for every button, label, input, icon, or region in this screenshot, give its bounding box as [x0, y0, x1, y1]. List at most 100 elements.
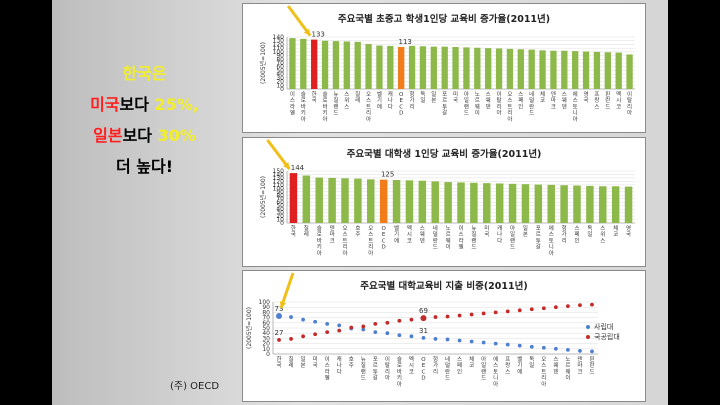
- share-point-public: [349, 325, 354, 330]
- headline-30pct: 30%: [157, 126, 196, 145]
- share-point-public: [445, 314, 450, 319]
- k12-bar: [321, 40, 329, 89]
- share-point-public: [397, 318, 402, 323]
- k12-ytick-label: 0: [280, 86, 284, 93]
- share-point-private: [541, 345, 546, 350]
- univ-bar: [483, 183, 491, 223]
- univ-ytick-label: 30: [276, 210, 284, 217]
- share-point-public: [457, 313, 462, 318]
- share-point-private: [578, 348, 582, 353]
- share-point-private: [481, 340, 486, 345]
- univ-data-label: 125: [381, 171, 394, 179]
- share-ytick-label: 70: [262, 315, 270, 322]
- share-point-private: [445, 337, 450, 342]
- k12-ytick-label: 70: [276, 60, 284, 67]
- univ-ytick-label: 20: [276, 213, 284, 220]
- univ-arrow-icon: [266, 139, 291, 170]
- univ-bar: [367, 179, 375, 223]
- univ-bar: [624, 186, 633, 223]
- univ-bar: [521, 184, 530, 223]
- univ-bar: [457, 182, 465, 223]
- univ-ytick-label: 0: [280, 220, 284, 227]
- k12-bar: [354, 41, 361, 89]
- share-data-label: 27: [275, 329, 284, 337]
- k12-bar: [517, 49, 524, 89]
- k12-bar: [398, 47, 405, 89]
- univ-ytick-label: 140: [273, 171, 285, 178]
- share-point-highlight: [420, 315, 427, 322]
- share-ytick-label: 60: [262, 320, 270, 327]
- headline-compare-2: 보다: [122, 126, 158, 145]
- k12-bar: [528, 49, 535, 89]
- k12-ytick-label: 40: [276, 71, 284, 78]
- univ-bar: [560, 185, 568, 223]
- share-point-public: [373, 321, 378, 326]
- share-point-public: [517, 308, 522, 313]
- share-point-private: [373, 330, 378, 335]
- share-legend-marker: [586, 325, 590, 329]
- source-note: (주) OECD: [170, 381, 220, 392]
- share-ytick-label: 30: [262, 335, 270, 342]
- k12-data-label: 133: [312, 31, 325, 39]
- univ-bar: [599, 186, 607, 223]
- k12-bar: [506, 48, 514, 89]
- univ-bar: [431, 181, 439, 223]
- univ-ylabel: (2005년=100): [259, 176, 267, 218]
- k12-bar: [495, 48, 503, 89]
- headline-japan: 일본: [93, 126, 123, 145]
- headline-line-2: 미국보다 25%,: [52, 89, 237, 120]
- share-point-private: [325, 321, 330, 326]
- share-point-private: [529, 344, 534, 349]
- share-arrow-icon-head: [279, 301, 287, 309]
- share-data-label: 73: [275, 305, 284, 313]
- k12-bar: [365, 44, 372, 89]
- univ-ytick-label: 150: [273, 168, 285, 175]
- share-ytick-label: 90: [262, 304, 270, 311]
- univ-bar: [379, 179, 388, 223]
- k12-bar: [593, 51, 601, 89]
- share-point-public: [313, 332, 318, 337]
- share-point-private: [457, 338, 462, 343]
- univ-ytick-label: 10: [276, 217, 284, 224]
- univ-bar: [354, 178, 362, 223]
- share-ytick-label: 50: [262, 325, 270, 332]
- share-point-public: [578, 303, 582, 308]
- headline: 한국은 미국보다 25%, 일본보다 30% 더 높다!: [52, 58, 237, 182]
- univ-bar: [470, 182, 478, 223]
- univ-ytick-label: 120: [273, 178, 285, 185]
- univ-ytick-label: 130: [273, 175, 285, 182]
- share-point-private: [493, 341, 498, 346]
- k12-bar: [430, 46, 437, 89]
